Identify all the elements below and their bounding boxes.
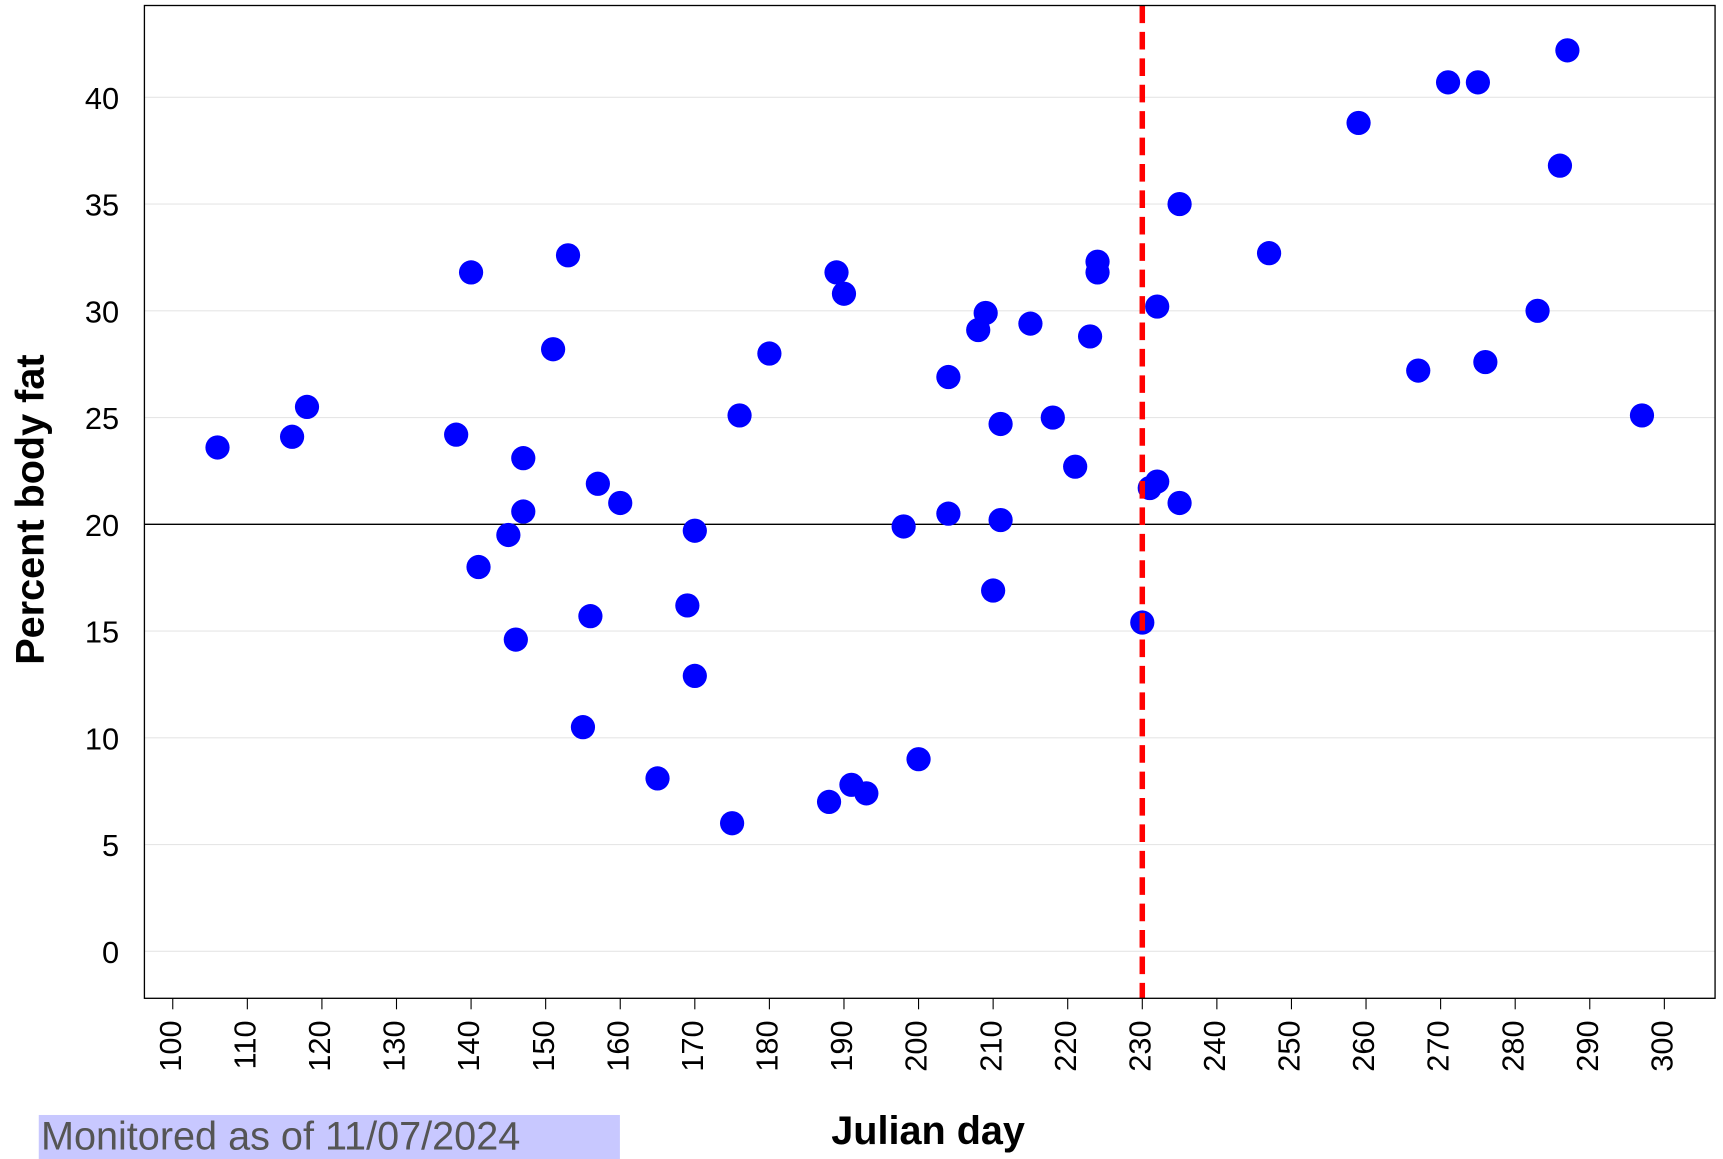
point [988, 507, 1013, 533]
x-tick-label: 300 [1644, 1020, 1679, 1071]
point [981, 578, 1006, 603]
point [1040, 405, 1065, 430]
point [1145, 294, 1170, 319]
point [608, 490, 633, 516]
point [645, 766, 670, 791]
point [988, 411, 1013, 437]
point [891, 514, 916, 539]
point [205, 435, 230, 460]
point [1547, 153, 1573, 178]
point [1406, 358, 1431, 383]
point [1167, 490, 1192, 516]
y-tick-label: 10 [85, 721, 119, 756]
point [541, 337, 566, 362]
point [936, 364, 961, 390]
point [279, 424, 305, 449]
point [1256, 241, 1282, 266]
point [675, 593, 700, 618]
point [511, 499, 536, 524]
x-tick-label: 230 [1122, 1020, 1157, 1071]
annotation: Monitored as of 11/07/2024 [41, 1115, 520, 1159]
point [831, 281, 857, 306]
x-tick-label: 220 [1048, 1020, 1083, 1071]
point [496, 522, 521, 548]
x-tick-label: 240 [1197, 1020, 1232, 1071]
point [1145, 469, 1170, 494]
x-tick-label: 280 [1495, 1020, 1530, 1071]
x-tick-label: 200 [899, 1020, 934, 1071]
x-tick-label: 160 [600, 1020, 635, 1071]
point [1629, 403, 1655, 428]
y-tick-label: 35 [85, 188, 119, 223]
point [719, 811, 745, 836]
point [555, 243, 581, 268]
y-tick-label: 20 [85, 508, 119, 543]
plot-frame [143, 4, 1716, 999]
x-tick-label: 290 [1570, 1020, 1605, 1071]
point [816, 789, 842, 814]
point [1465, 70, 1491, 95]
point [511, 446, 536, 471]
point [854, 781, 879, 806]
point [466, 554, 491, 580]
y-tick-label: 5 [102, 828, 119, 863]
point [1435, 70, 1461, 95]
x-tick-label: 120 [302, 1020, 337, 1071]
y-tick-label: 30 [85, 294, 119, 329]
point [1018, 311, 1043, 336]
point [682, 518, 707, 543]
point [1555, 38, 1580, 63]
point [294, 394, 320, 420]
point [1085, 260, 1110, 285]
point [458, 260, 484, 285]
point [682, 663, 707, 689]
y-tick-label: 40 [85, 81, 119, 116]
y-axis-label: Percent body fat [9, 354, 53, 664]
point [973, 300, 998, 326]
x-tick-label: 260 [1346, 1020, 1381, 1071]
point [570, 715, 596, 740]
point [503, 627, 528, 652]
x-tick-label: 180 [750, 1020, 785, 1071]
y-tick-label: 15 [85, 615, 119, 650]
point [1473, 349, 1498, 375]
x-tick-label: 110 [227, 1020, 262, 1069]
point [1525, 298, 1550, 323]
point [727, 403, 752, 428]
point [1063, 454, 1088, 479]
x-tick-label: 100 [153, 1020, 188, 1071]
point [585, 471, 610, 496]
y-tick-label: 25 [85, 401, 119, 436]
point [578, 604, 603, 629]
point [906, 747, 931, 772]
point [1346, 110, 1371, 136]
point [1167, 191, 1192, 217]
x-tick-label: 270 [1421, 1020, 1456, 1071]
x-tick-label: 130 [377, 1020, 412, 1071]
point [1077, 324, 1103, 349]
point [824, 260, 849, 285]
x-tick-label: 190 [824, 1020, 859, 1071]
annotation-background [38, 1114, 620, 1159]
x-tick-label: 250 [1272, 1020, 1307, 1071]
y-tick-label: 0 [102, 935, 119, 970]
x-axis-label: Julian day [831, 1109, 1025, 1153]
x-tick-label: 210 [973, 1020, 1008, 1071]
x-tick-label: 150 [526, 1020, 561, 1071]
point [936, 501, 961, 526]
x-tick-label: 170 [675, 1020, 710, 1071]
point [757, 341, 782, 366]
point [444, 422, 469, 447]
x-tick-label: 140 [451, 1020, 486, 1071]
